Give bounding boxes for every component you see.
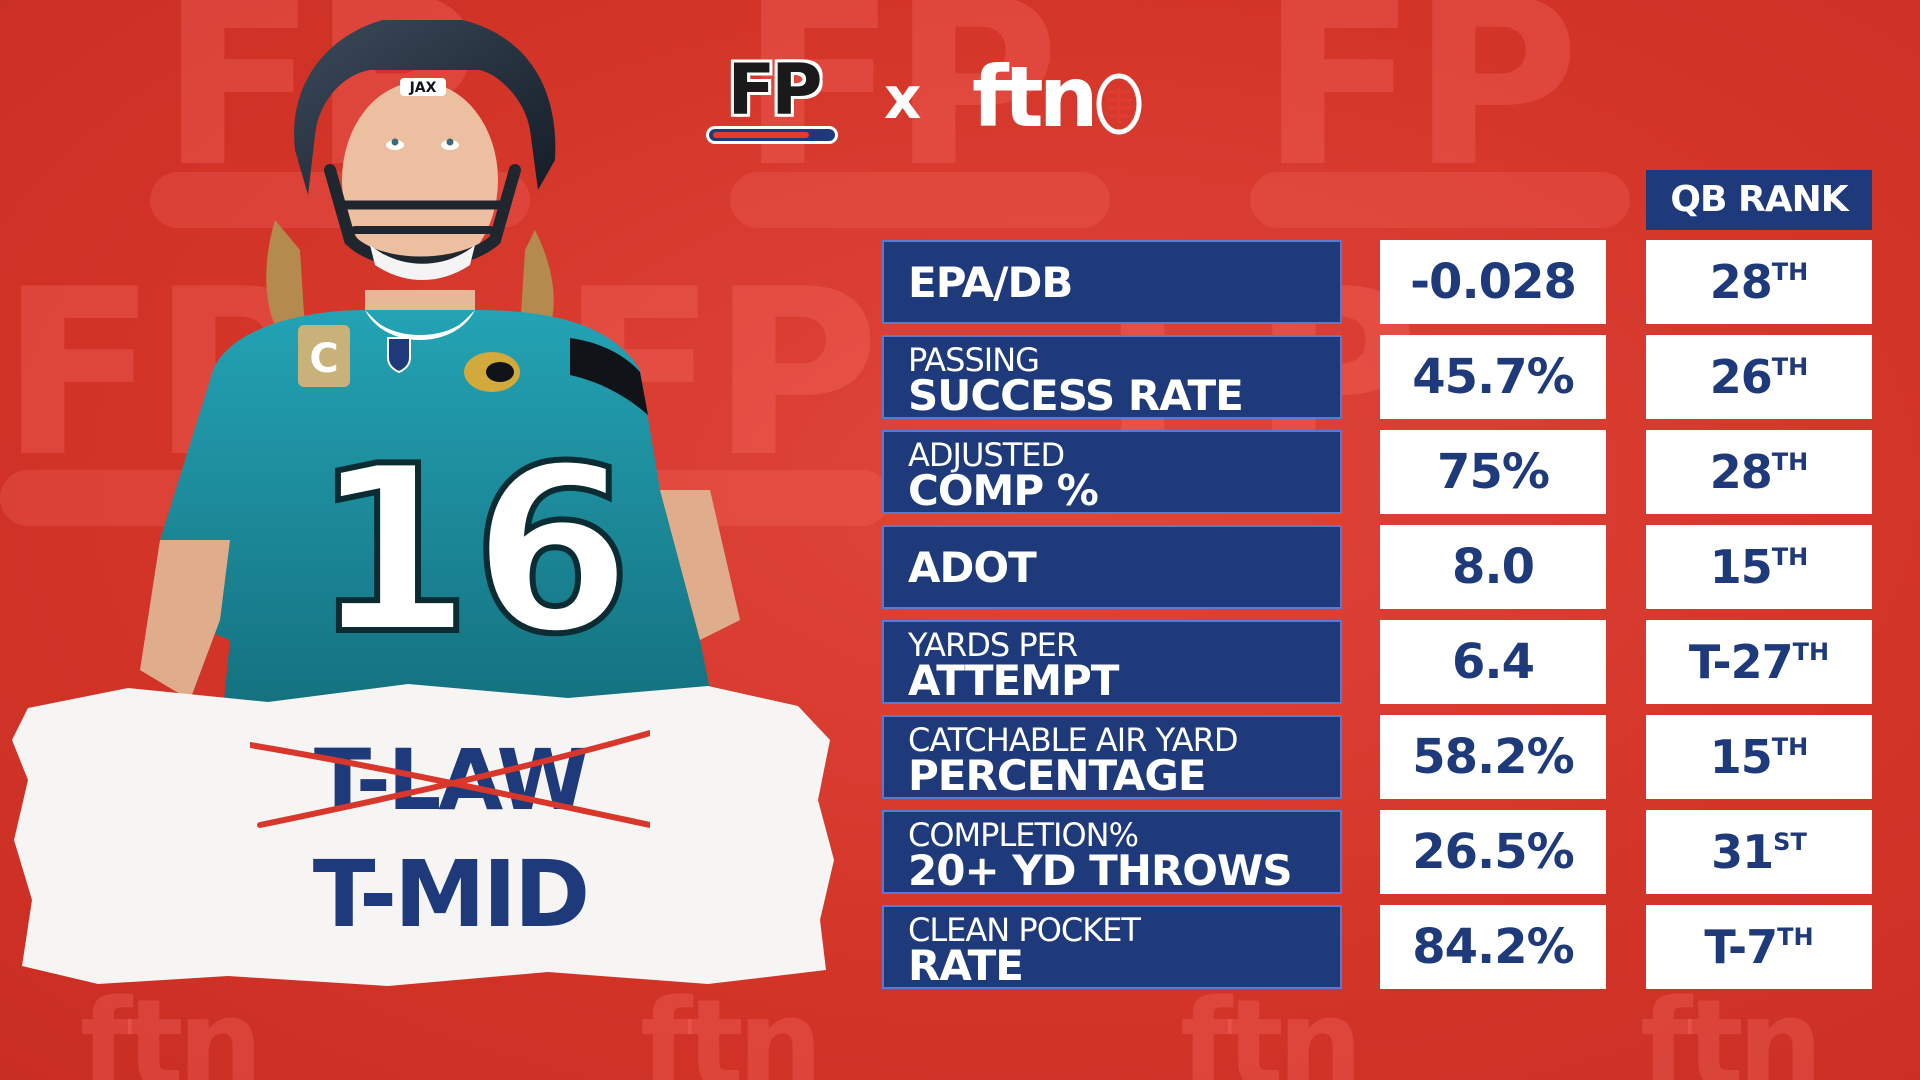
jersey-number: 16: [312, 418, 632, 685]
rank-suffix: ST: [1773, 828, 1807, 856]
stat-label: PASSING SUCCESS RATE: [882, 335, 1342, 419]
rank-suffix: TH: [1771, 353, 1809, 381]
rank-number: T-27: [1688, 635, 1794, 689]
rank-number: 15: [1709, 540, 1773, 594]
stat-value: 6.4: [1380, 620, 1606, 704]
stat-label-line1: ADJUSTED: [908, 436, 1065, 474]
stat-row: ADOT 8.0 15TH: [882, 525, 1872, 609]
stat-label: ADJUSTED COMP %: [882, 430, 1342, 514]
stat-label-line1: COMPLETION%: [908, 816, 1139, 854]
stat-rank: 28TH: [1646, 240, 1872, 324]
helmet-label: JAX: [409, 80, 437, 96]
rank-suffix: TH: [1777, 923, 1814, 951]
stat-label-line2: 20+ YD THROWS: [908, 846, 1293, 895]
stat-label-line2: ATTEMPT: [908, 656, 1119, 705]
rank-suffix: TH: [1771, 733, 1809, 761]
rank-number: T-7: [1704, 920, 1778, 974]
watermark-fp: FP: [1260, 0, 1580, 218]
stat-label-line1: CLEAN POCKET: [908, 911, 1141, 949]
rank-suffix: TH: [1771, 448, 1809, 476]
stat-value: -0.028: [1380, 240, 1606, 324]
captain-patch: C: [309, 336, 338, 382]
stat-label-line2: PERCENTAGE: [908, 751, 1207, 800]
stat-rank: 15TH: [1646, 715, 1872, 799]
watermark-ftn: ftn: [1640, 975, 1823, 1080]
stat-rank: 31ST: [1646, 810, 1872, 894]
player-photo: 16 C JAX: [140, 20, 740, 740]
old-nickname-text: T-LAW: [313, 731, 589, 829]
old-nickname: T-LAW: [250, 725, 650, 835]
rank-number: 15: [1709, 730, 1773, 784]
new-nickname: T-MID: [312, 841, 591, 948]
logo-separator: x: [884, 64, 922, 132]
stat-rank: 15TH: [1646, 525, 1872, 609]
rank-suffix: TH: [1792, 638, 1830, 666]
watermark-fp: FP: [740, 0, 1060, 218]
rank-suffix: TH: [1771, 543, 1809, 571]
stat-label: ADOT: [882, 525, 1342, 609]
watermark-bar: [730, 172, 1110, 228]
watermark-ftn: ftn: [640, 975, 823, 1080]
watermark-bar: [1250, 172, 1630, 228]
stat-label-line1: PASSING: [908, 341, 1040, 379]
stat-value: 75%: [1380, 430, 1606, 514]
stat-value: 45.7%: [1380, 335, 1606, 419]
stat-label-text: EPA/DB: [908, 258, 1073, 307]
stat-rank: 26TH: [1646, 335, 1872, 419]
stat-label-line2: SUCCESS RATE: [908, 371, 1244, 420]
watermark-ftn: ftn: [80, 975, 263, 1080]
stat-row: COMPLETION% 20+ YD THROWS 26.5% 31ST: [882, 810, 1872, 894]
stat-label: CATCHABLE AIR YARD PERCENTAGE: [882, 715, 1342, 799]
stat-label: COMPLETION% 20+ YD THROWS: [882, 810, 1342, 894]
stat-value: 26.5%: [1380, 810, 1606, 894]
stat-row: YARDS PER ATTEMPT 6.4 T-27TH: [882, 620, 1872, 704]
stat-value: 84.2%: [1380, 905, 1606, 989]
stat-label: CLEAN POCKET RATE: [882, 905, 1342, 989]
stat-label-line2: COMP %: [908, 466, 1099, 515]
stat-row: EPA/DB -0.028 28TH: [882, 240, 1872, 324]
stat-rank: T-7TH: [1646, 905, 1872, 989]
stat-label-line2: RATE: [908, 941, 1024, 990]
rank-suffix: TH: [1771, 258, 1809, 286]
stat-label-line1: CATCHABLE AIR YARD: [908, 721, 1238, 759]
watermark-ftn: ftn: [1180, 975, 1363, 1080]
stat-rank: 28TH: [1646, 430, 1872, 514]
football-icon: [1096, 73, 1142, 135]
stat-row: ADJUSTED COMP % 75% 28TH: [882, 430, 1872, 514]
stat-row: PASSING SUCCESS RATE 45.7% 26TH: [882, 335, 1872, 419]
stat-label: EPA/DB: [882, 240, 1342, 324]
fp-logo-text: FP: [727, 49, 822, 131]
stat-label-text: ADOT: [908, 543, 1037, 592]
ftn-logo: ftn: [972, 48, 1098, 146]
rank-number: 31: [1711, 825, 1774, 879]
stat-row: CLEAN POCKET RATE 84.2% T-7TH: [882, 905, 1872, 989]
fantasypros-logo: FP: [706, 52, 840, 144]
cross-out-mark: [250, 730, 650, 828]
stat-value: 8.0: [1380, 525, 1606, 609]
rank-number: 28: [1709, 445, 1773, 499]
stat-label-line1: YARDS PER: [908, 626, 1078, 664]
nickname-panel: [12, 684, 834, 986]
rank-number: 28: [1709, 255, 1773, 309]
stat-row: CATCHABLE AIR YARD PERCENTAGE 58.2% 15TH: [882, 715, 1872, 799]
stat-value: 58.2%: [1380, 715, 1606, 799]
fp-logo-bar: [706, 126, 838, 144]
rank-number: 26: [1709, 350, 1773, 404]
stat-rank: T-27TH: [1646, 620, 1872, 704]
stat-label: YARDS PER ATTEMPT: [882, 620, 1342, 704]
qb-rank-header: QB RANK: [1646, 170, 1872, 230]
